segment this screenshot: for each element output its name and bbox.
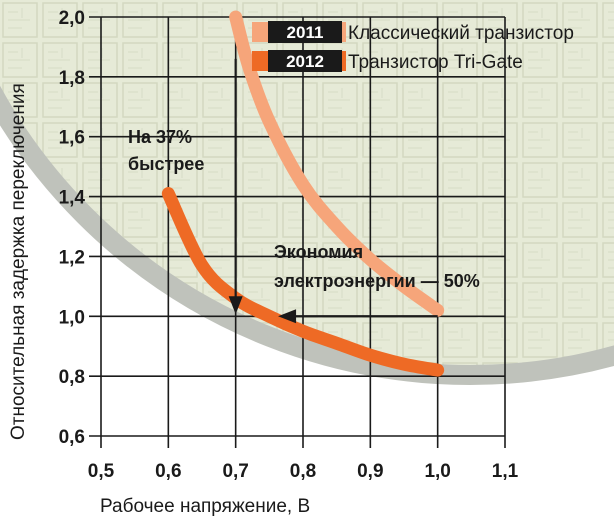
legend-year-box-trigate <box>268 50 342 72</box>
y-tick-label: 1,0 <box>59 307 85 328</box>
y-tick-label: 1,4 <box>59 188 86 209</box>
legend-item-classic: 2011 Классический транзистор <box>252 21 574 44</box>
x-tick-label: 0,7 <box>222 461 248 482</box>
legend-item-trigate: 2012 Транзистор Tri-Gate <box>252 50 523 73</box>
legend-year-classic: 2011 <box>287 23 324 42</box>
y-tick-label: 2,0 <box>59 8 85 29</box>
series-line-classic <box>229 10 445 317</box>
annotation-energy-line2: электроэнергии — 50% <box>274 271 480 291</box>
x-tick-label: 0,5 <box>88 461 115 482</box>
legend-label-classic: Классический транзистор <box>348 23 574 44</box>
energy-arrow-head <box>278 309 297 324</box>
plot-axes: 0,5 0,6 0,7 0,8 0,9 1,0 1,10,60,81,01,21,41,61… <box>59 8 519 482</box>
annotation-arrows <box>228 58 438 324</box>
x-tick-label: 0,6 <box>155 461 181 482</box>
x-axis-title: Рабочее напряжение, В <box>100 496 310 517</box>
x-tick-label: 1,1 <box>492 461 519 482</box>
y-tick-label: 0,8 <box>59 367 85 388</box>
annotation-energy-line1: Экономия <box>274 242 363 262</box>
y-tick-label: 1,2 <box>59 247 85 268</box>
x-tick-label: 0,9 <box>357 461 383 482</box>
faster-arrow-head <box>228 296 243 315</box>
series-group <box>161 10 445 377</box>
x-tick-label: 1,0 <box>424 461 450 482</box>
y-axis-title: Относительная задержка переключения <box>8 83 29 440</box>
annotation-faster-line2: быстрее <box>128 154 204 174</box>
x-tick-label: 0,8 <box>290 461 316 482</box>
y-tick-label: 1,8 <box>59 68 85 89</box>
y-tick-label: 1,6 <box>59 128 85 149</box>
legend-year-trigate: 2012 <box>286 52 324 71</box>
y-tick-label: 0,6 <box>59 427 85 448</box>
chart-texts: Рабочее напряжение, В Относительная заде… <box>8 21 574 517</box>
legend-label-trigate: Транзистор Tri-Gate <box>348 52 523 73</box>
annotation-faster-line1: На 37% <box>128 127 192 147</box>
series-line-trigate <box>161 187 445 377</box>
legend-year-box-classic <box>268 21 342 43</box>
legend: 2011 Классический транзистор 2012 Транзи… <box>252 21 574 73</box>
